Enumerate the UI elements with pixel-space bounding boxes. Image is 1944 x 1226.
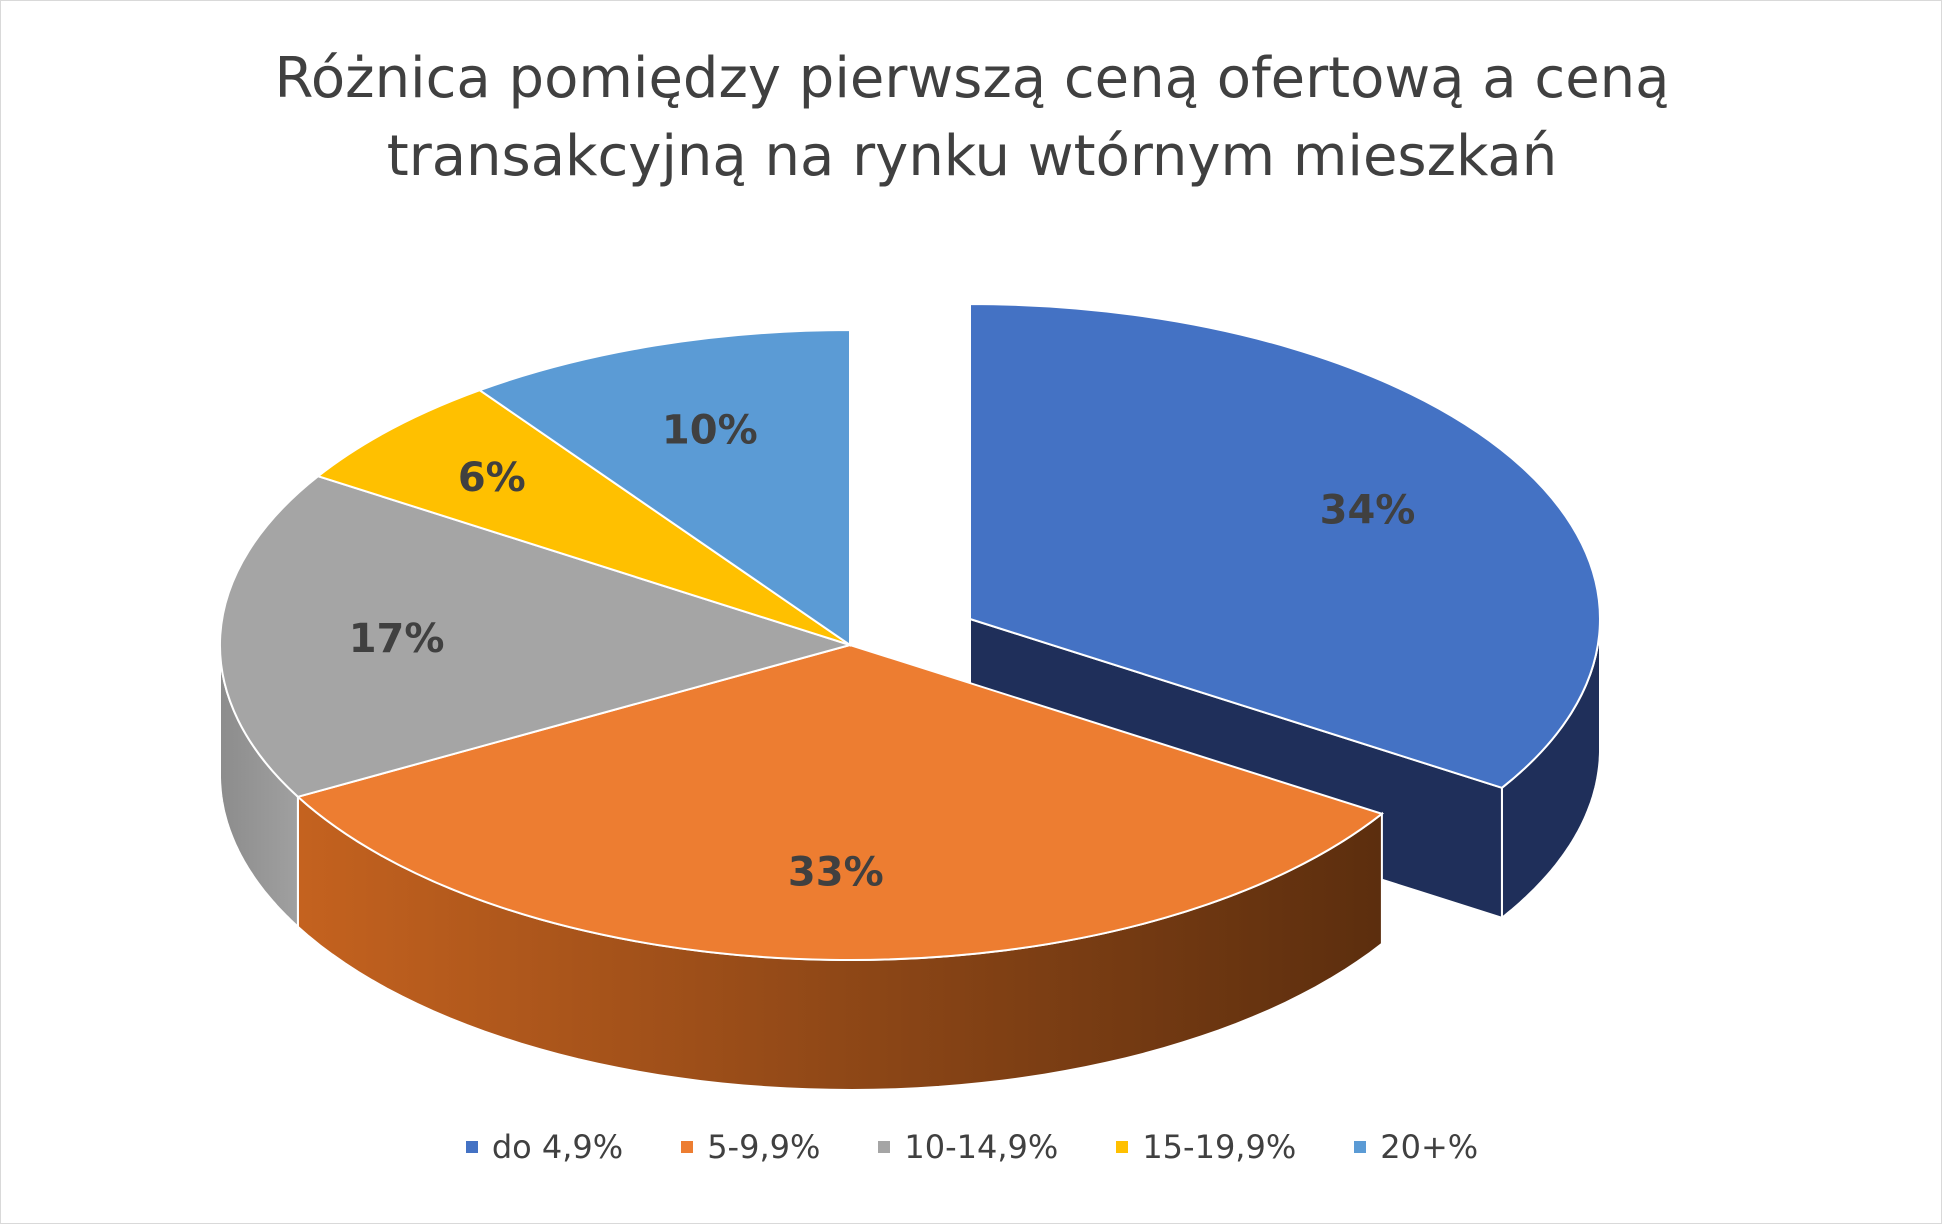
pie-data-labels: 34% 33% 17% 6% 10%	[349, 407, 1416, 895]
legend-swatch	[465, 1141, 478, 1153]
chart-legend: do 4,9% 5-9,9% 10-14,9% 15-19,9% 20+%	[0, 1128, 1944, 1166]
legend-label: 10-14,9%	[904, 1128, 1059, 1166]
chart-title-line-2: transakcyjną na rynku wtórnym mieszkań	[386, 124, 1558, 189]
legend-swatch	[1354, 1141, 1367, 1153]
legend-swatch	[878, 1141, 891, 1153]
pie-slice-10-14-9	[219, 475, 854, 798]
legend-swatch	[681, 1141, 694, 1153]
data-label-20: 10%	[662, 407, 758, 453]
legend-label: 20+%	[1380, 1128, 1479, 1166]
legend-label: do 4,9%	[491, 1128, 624, 1166]
pie-slice-15-19-9	[315, 389, 851, 646]
legend-item-5-9-9: 5-9,9%	[681, 1128, 820, 1166]
legend-item-do-4-9: do 4,9%	[465, 1128, 624, 1166]
data-label-10-14-9: 17%	[349, 616, 445, 662]
data-label-5-9-9: 33%	[788, 850, 884, 896]
pie-slice-20	[477, 328, 851, 647]
chart-title: Różnica pomiędzy pierwszą ceną ofertową …	[0, 40, 1944, 196]
pie-top-faces	[219, 302, 1601, 961]
pie-slice-do-4-9	[969, 302, 1601, 789]
data-label-15-19-9: 6%	[458, 455, 526, 501]
data-label-do-4-9: 34%	[1320, 488, 1416, 534]
chart-title-line-1: Różnica pomiędzy pierwszą ceną ofertową …	[274, 46, 1670, 111]
legend-label: 5-9,9%	[707, 1128, 821, 1166]
legend-item-10-14-9: 10-14,9%	[878, 1128, 1058, 1166]
legend-label: 15-19,9%	[1142, 1128, 1297, 1166]
legend-item-15-19-9: 15-19,9%	[1116, 1128, 1296, 1166]
pie-slice-5-9-9	[295, 643, 1385, 961]
legend-item-20: 20+%	[1354, 1128, 1478, 1166]
legend-swatch	[1116, 1141, 1129, 1153]
